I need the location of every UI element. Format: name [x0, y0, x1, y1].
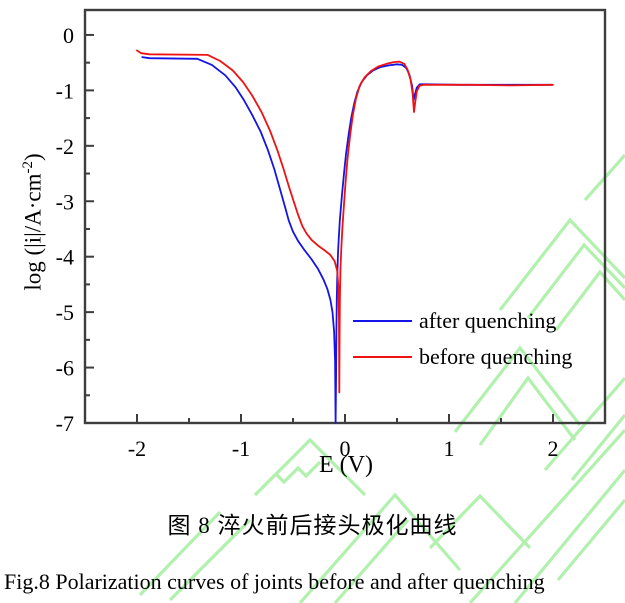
svg-text:0: 0 — [63, 23, 74, 48]
svg-text:-3: -3 — [56, 189, 74, 214]
svg-text:1: 1 — [444, 436, 455, 461]
svg-text:-2: -2 — [128, 436, 146, 461]
caption-chinese: 图 8 淬火前后接头极化曲线 — [167, 513, 458, 538]
svg-text:-4: -4 — [56, 245, 74, 270]
y-axis-label-close: ) — [20, 153, 46, 162]
polarization-plot: -2 -1 0 1 2 0 -1 -2 -3 -4 -5 -6 -7 — [56, 8, 607, 461]
legend: after quenching before quenching — [353, 308, 572, 380]
legend-entry-before-quenching: before quenching — [353, 344, 572, 370]
y-axis-label: log (|i|/A·cm-2) — [8, 72, 48, 372]
caption-english: Fig.8 Polarization curves of joints befo… — [4, 569, 545, 594]
legend-line-blue — [353, 320, 412, 322]
svg-text:-2: -2 — [56, 134, 74, 159]
svg-text:-1: -1 — [232, 436, 250, 461]
axis-ticks — [85, 33, 554, 424]
y-axis-label-exponent: -2 — [20, 161, 36, 174]
svg-text:-7: -7 — [56, 411, 74, 436]
x-axis-label: E (V) — [319, 452, 373, 478]
svg-text:-5: -5 — [56, 300, 74, 325]
legend-label-after-quenching: after quenching — [419, 308, 557, 333]
data-curves — [136, 49, 554, 424]
y-axis-label-text: log (|i|/A·cm — [20, 173, 46, 291]
svg-text:-1: -1 — [56, 78, 74, 103]
legend-label-before-quenching: before quenching — [419, 344, 573, 369]
svg-text:2: 2 — [548, 436, 559, 461]
svg-text:-6: -6 — [56, 356, 74, 381]
axis-tick-labels: -2 -1 0 1 2 0 -1 -2 -3 -4 -5 -6 -7 — [56, 23, 559, 461]
legend-line-red — [353, 356, 412, 358]
svg-text:0: 0 — [340, 436, 351, 461]
legend-entry-after-quenching: after quenching — [353, 308, 572, 334]
